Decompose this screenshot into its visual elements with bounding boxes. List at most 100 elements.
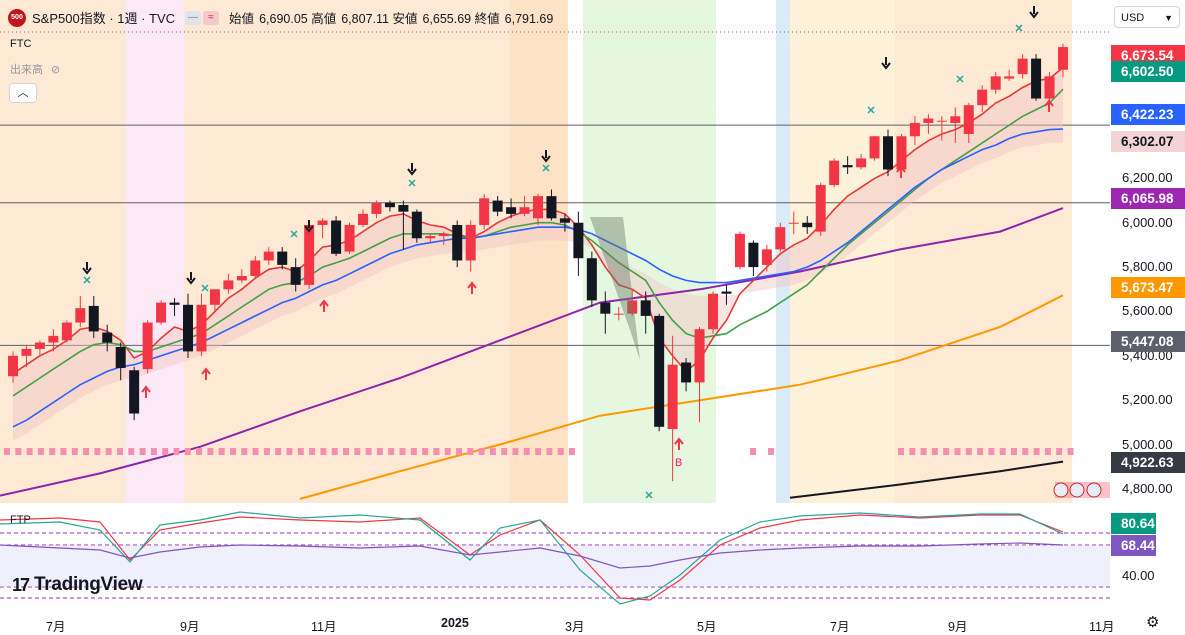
candle[interactable] — [923, 114, 934, 135]
candle[interactable] — [829, 158, 840, 188]
candle[interactable] — [613, 307, 624, 321]
candle[interactable] — [156, 300, 167, 325]
candle[interactable] — [452, 220, 463, 268]
candle[interactable] — [519, 196, 530, 217]
candles[interactable] — [8, 43, 1068, 482]
candle[interactable] — [977, 85, 988, 112]
eye-hidden-icon[interactable]: ⊘ — [51, 63, 61, 76]
candle[interactable] — [506, 198, 517, 219]
candle[interactable] — [842, 156, 853, 174]
candle[interactable] — [398, 200, 409, 250]
candle[interactable] — [681, 358, 692, 392]
candle[interactable] — [990, 71, 1001, 95]
candle[interactable] — [183, 293, 193, 359]
candle[interactable] — [586, 251, 597, 308]
candle[interactable] — [21, 344, 32, 367]
indicator-ftc[interactable]: FTC — [10, 38, 32, 50]
zone-dot — [105, 448, 112, 455]
candle[interactable] — [8, 351, 18, 383]
candle[interactable] — [775, 222, 786, 252]
candle[interactable] — [196, 293, 207, 356]
gear-icon[interactable]: ⚙ — [1146, 614, 1160, 631]
candle[interactable] — [61, 320, 72, 343]
candle[interactable] — [169, 298, 180, 316]
candle[interactable] — [788, 211, 799, 234]
candle[interactable] — [250, 256, 261, 279]
candle[interactable] — [371, 200, 382, 219]
candle[interactable] — [358, 209, 368, 228]
candle[interactable] — [802, 216, 813, 234]
candle[interactable] — [425, 233, 436, 243]
candle[interactable] — [533, 193, 543, 225]
candle[interactable] — [236, 269, 247, 283]
candle[interactable] — [142, 320, 153, 374]
candle[interactable] — [600, 291, 611, 334]
candle[interactable] — [344, 222, 355, 254]
candle[interactable] — [734, 231, 745, 270]
sell-arrow-icon — [407, 163, 417, 176]
visibility-toggle[interactable]: — ≈ — [185, 10, 220, 25]
candle[interactable] — [209, 289, 220, 312]
candle[interactable] — [384, 200, 395, 212]
candle[interactable] — [856, 153, 867, 170]
candle[interactable] — [748, 240, 759, 276]
candle[interactable] — [102, 324, 113, 352]
compare-icon[interactable]: ≈ — [203, 10, 220, 25]
candle[interactable] — [936, 116, 947, 141]
candle[interactable] — [761, 244, 772, 272]
candle[interactable] — [411, 209, 422, 243]
candle[interactable] — [694, 326, 705, 423]
candle[interactable] — [317, 218, 328, 239]
candle[interactable] — [559, 213, 570, 232]
collapse-button[interactable]: ︿ — [9, 83, 37, 103]
candle[interactable] — [883, 129, 893, 177]
candle[interactable] — [1017, 54, 1028, 79]
candle[interactable] — [115, 342, 126, 381]
eye-off-icon[interactable]: — — [185, 10, 202, 25]
candle[interactable] — [492, 196, 503, 217]
candle[interactable] — [75, 295, 86, 327]
candle[interactable] — [1004, 69, 1015, 81]
candle[interactable] — [869, 136, 880, 161]
candle[interactable] — [667, 335, 678, 482]
candle[interactable] — [34, 340, 45, 356]
candle[interactable] — [1031, 54, 1042, 101]
tradingview-logo[interactable]: 17 TradingView — [12, 574, 143, 596]
candle[interactable] — [1044, 71, 1055, 101]
candle[interactable] — [654, 313, 665, 432]
candle[interactable] — [438, 231, 449, 245]
candle[interactable] — [815, 182, 826, 237]
candle[interactable] — [708, 291, 718, 334]
candle[interactable] — [573, 211, 584, 276]
candle[interactable] — [546, 189, 557, 221]
indicator-volume[interactable]: 出来高 ⊘ — [10, 61, 60, 77]
candle[interactable] — [640, 291, 651, 334]
symbol-title[interactable]: S&P500指数 · 1週 · TVC — [32, 11, 176, 26]
candle[interactable] — [331, 216, 342, 257]
candle-body — [209, 289, 220, 305]
candle[interactable] — [721, 284, 732, 305]
currency-select[interactable]: USD ▼ — [1114, 6, 1180, 28]
candle[interactable] — [277, 247, 288, 270]
candle[interactable] — [627, 289, 638, 316]
candle[interactable] — [479, 193, 490, 230]
candle-body — [452, 224, 463, 261]
zone-dot — [173, 448, 180, 455]
candle[interactable] — [223, 273, 234, 294]
price-axis-label: 5,200.00 — [1122, 392, 1173, 408]
candle[interactable] — [48, 329, 59, 352]
candle[interactable] — [909, 116, 920, 146]
candle[interactable] — [950, 107, 961, 143]
candle[interactable] — [304, 222, 315, 290]
candle[interactable] — [263, 247, 274, 265]
symbol-logo[interactable]: 500 — [8, 8, 26, 27]
oscillator-label[interactable]: FTP — [10, 514, 31, 526]
candle-body — [856, 158, 867, 168]
candle[interactable] — [963, 102, 974, 143]
candle[interactable] — [290, 258, 301, 292]
candle[interactable] — [1058, 43, 1068, 78]
candle[interactable] — [465, 220, 476, 272]
candle[interactable] — [88, 295, 99, 339]
candle[interactable] — [129, 366, 140, 421]
